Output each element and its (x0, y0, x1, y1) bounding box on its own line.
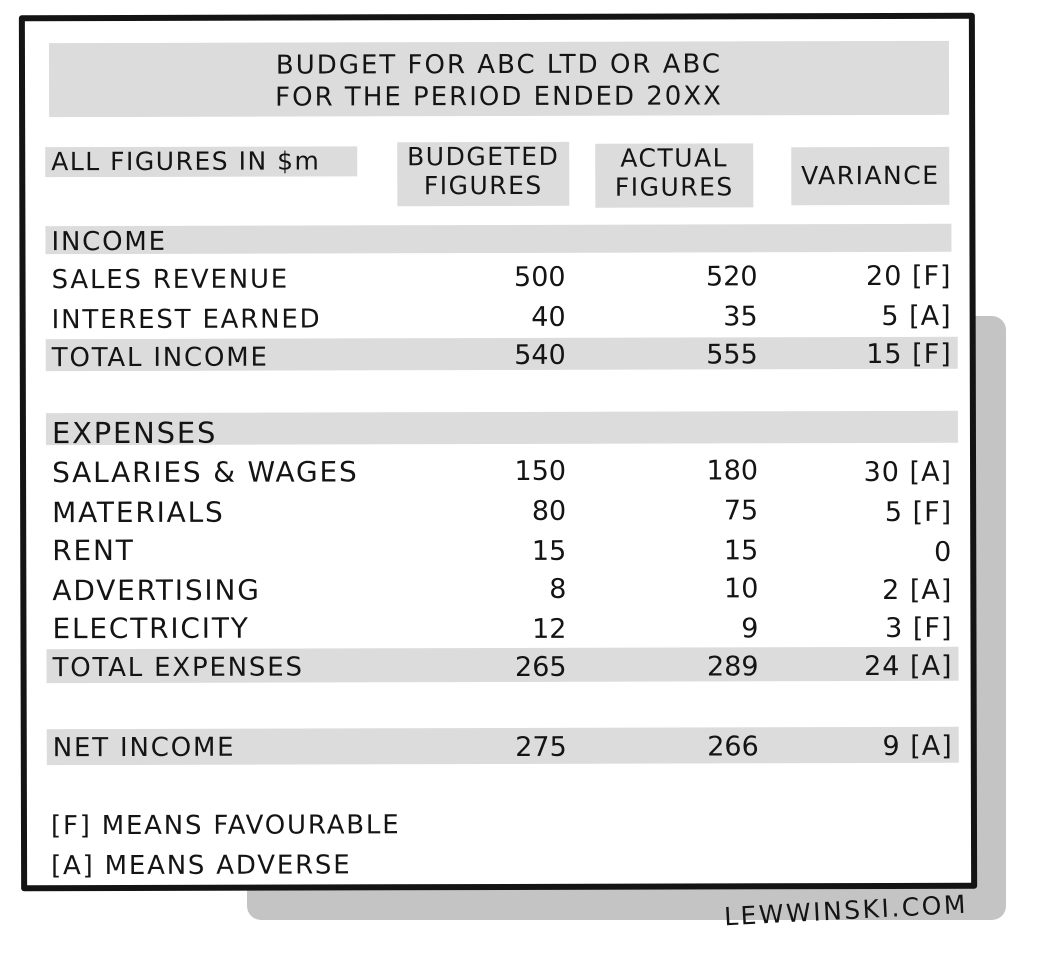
net-income-actual: 266 (707, 731, 759, 763)
net-income-variance: 9 [A] (882, 730, 953, 762)
total-income-label: TOTAL INCOME (51, 342, 269, 374)
electricity-label: ELECTRICITY (52, 611, 250, 646)
interest-earned-actual: 35 (723, 301, 758, 333)
advertising-label: ADVERTISING (52, 573, 261, 608)
variance-column-header: VARIANCE (791, 146, 950, 206)
advertising-budgeted: 8 (549, 573, 567, 605)
interest-earned-label: INTEREST EARNED (51, 304, 322, 336)
title-line-2: FOR THE PERIOD ENDED 20XX (275, 81, 723, 113)
total-expenses-budgeted: 265 (514, 651, 567, 683)
units-label-header: ALL FIGURES IN $m (45, 146, 358, 178)
salaries-wages-actual: 180 (706, 455, 759, 487)
rent-budgeted: 15 (531, 535, 567, 567)
electricity-actual: 9 (741, 613, 759, 645)
advertising-actual: 10 (723, 573, 759, 605)
income-section-band (45, 223, 952, 255)
materials-label: MATERIALS (52, 495, 225, 530)
net-income-budgeted: 275 (515, 731, 567, 763)
income-section-label: INCOME (51, 226, 167, 258)
title-banner: BUDGET FOR ABC LTD OR ABC FOR THE PERIOD… (48, 40, 950, 118)
actual-header-line-2: FIGURES (614, 172, 734, 202)
materials-variance: 5 [F] (884, 496, 953, 528)
salaries-wages-variance: 30 [A] (863, 456, 953, 489)
rent-label: RENT (52, 533, 135, 568)
budget-sheet: BUDGET FOR ABC LTD OR ABC FOR THE PERIOD… (18, 12, 978, 892)
total-income-variance: 15 [F] (866, 338, 952, 371)
budgeted-header-line-2: FIGURES (423, 170, 543, 201)
actual-header-line-1: ACTUAL (620, 143, 729, 173)
legend-favourable: [F] MEANS FAVOURABLE (50, 810, 401, 842)
salaries-wages-label: SALARIES & WAGES (52, 455, 359, 490)
total-income-actual: 555 (706, 339, 758, 371)
total-income-budgeted: 540 (514, 339, 566, 371)
sales-revenue-variance: 20 [F] (865, 260, 952, 293)
rent-actual: 15 (723, 535, 759, 567)
salaries-wages-budgeted: 150 (514, 455, 567, 487)
sales-revenue-label: SALES REVENUE (51, 264, 290, 296)
units-label: ALL FIGURES IN $m (51, 146, 321, 177)
advertising-variance: 2 [A] (882, 574, 953, 606)
sales-revenue-actual: 520 (705, 261, 758, 293)
electricity-variance: 3 [F] (885, 612, 953, 644)
electricity-budgeted: 12 (532, 613, 567, 645)
materials-actual: 75 (723, 495, 759, 527)
rent-variance: 0 (934, 536, 953, 568)
total-expenses-actual: 289 (706, 651, 759, 683)
actual-column-header: ACTUAL FIGURES (595, 143, 754, 208)
budgeted-header-line-1: BUDGETED (407, 141, 560, 172)
materials-budgeted: 80 (531, 495, 567, 527)
interest-earned-budgeted: 40 (531, 301, 566, 333)
total-expenses-variance: 24 [A] (864, 650, 953, 683)
sales-revenue-budgeted: 500 (513, 261, 566, 293)
variance-header-label: VARIANCE (801, 160, 940, 191)
interest-earned-variance: 5 [A] (881, 300, 952, 332)
expenses-section-label: EXPENSES (51, 415, 218, 451)
title-line-1: BUDGET FOR ABC LTD OR ABC (275, 49, 723, 81)
legend-adverse: [A] MEANS ADVERSE (51, 850, 352, 882)
total-expenses-label: TOTAL EXPENSES (52, 652, 304, 684)
budgeted-column-header: BUDGETED FIGURES (397, 141, 570, 207)
net-income-label: NET INCOME (52, 732, 236, 764)
